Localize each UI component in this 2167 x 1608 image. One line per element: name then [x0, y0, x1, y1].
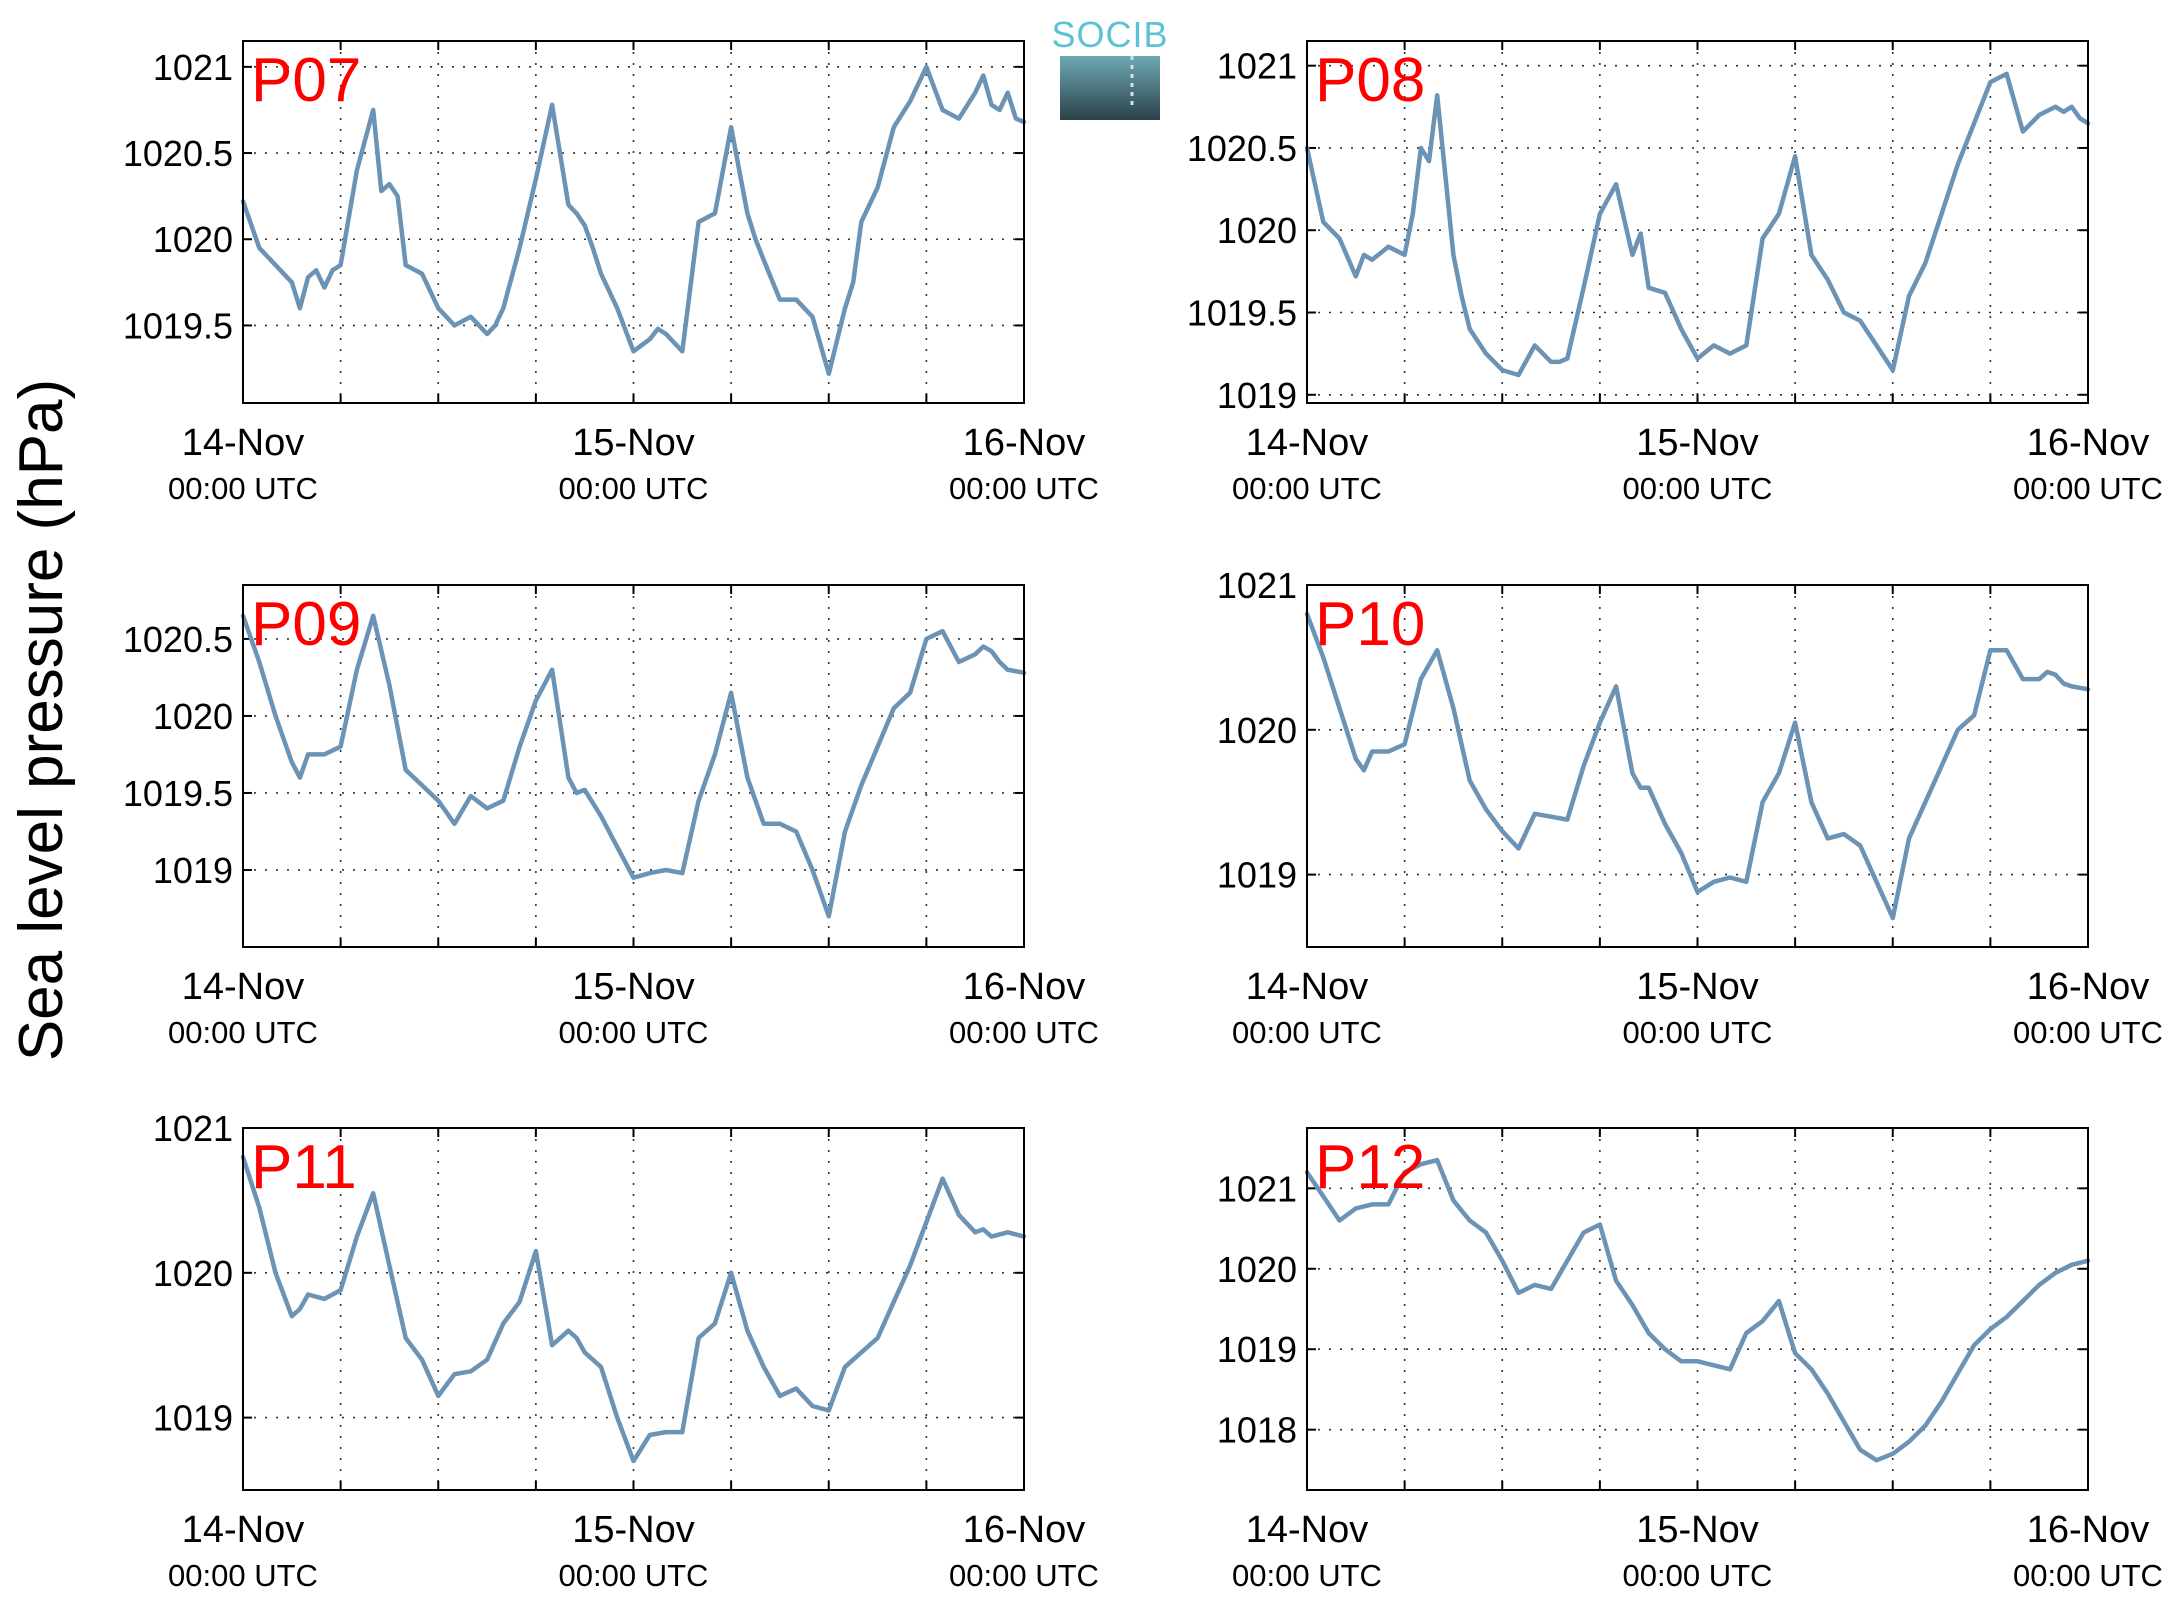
y-tick-label: 1019: [1217, 375, 1297, 416]
x-tick-label: 16-Nov: [963, 1509, 1086, 1551]
plot-frame: [1306, 40, 2089, 404]
logo-emblem: [1060, 56, 1160, 120]
x-tick-sublabel: 00:00 UTC: [559, 1015, 709, 1050]
chart-panel-p09: 1019 1019.5 1020 1020.5 P09 14-Nov 00:00 UTC 15…: [123, 584, 1099, 1050]
series-line-p08: [1304, 71, 2091, 378]
y-tick-label: 1019.5: [1187, 293, 1297, 334]
x-tick-sublabel: 00:00 UTC: [949, 471, 1099, 506]
x-tick-label: 15-Nov: [572, 1509, 695, 1551]
series-line-p11: [240, 1154, 1027, 1464]
x-tick-label: 15-Nov: [1636, 422, 1759, 464]
x-tick-label: 14-Nov: [182, 966, 305, 1008]
x-tick-label: 16-Nov: [2027, 1509, 2150, 1551]
x-tick-label: 14-Nov: [1246, 422, 1369, 464]
y-tick-label: 1020: [153, 219, 233, 260]
y-tick-label: 1021: [1217, 1168, 1297, 1209]
y-tick-label: 1020.5: [123, 133, 233, 174]
plot-frame: [1306, 584, 2089, 948]
x-tick-label: 16-Nov: [963, 422, 1086, 464]
x-tick-sublabel: 00:00 UTC: [2013, 1558, 2163, 1593]
series-line-p10: [1304, 611, 2091, 921]
x-tick-label: 15-Nov: [1636, 966, 1759, 1008]
series-line-p07: [240, 64, 1027, 376]
y-tick-label: 1021: [153, 1108, 233, 1149]
y-tick-label: 1020: [1217, 210, 1297, 251]
chart-panel-p10: 1019 1020 1021 P10 14-Nov 00:00 UTC 15-Nov 00:0…: [1217, 565, 2163, 1050]
y-tick-label: 1021: [1217, 46, 1297, 87]
chart-panel-p08: 1019 1019.5 1020 1020.5 1021 P08 14-Nov 00:00 U…: [1187, 40, 2163, 506]
y-tick-label: 1020: [1217, 710, 1297, 751]
x-tick-sublabel: 00:00 UTC: [949, 1558, 1099, 1593]
x-tick-sublabel: 00:00 UTC: [168, 471, 318, 506]
y-tick-label: 1018: [1217, 1410, 1297, 1451]
y-tick-label: 1020.5: [123, 619, 233, 660]
x-tick-label: 15-Nov: [572, 966, 695, 1008]
x-tick-sublabel: 00:00 UTC: [1232, 1015, 1382, 1050]
x-tick-label: 14-Nov: [182, 1509, 305, 1551]
x-tick-sublabel: 00:00 UTC: [559, 471, 709, 506]
y-tick-label: 1019: [153, 850, 233, 891]
y-tick-label: 1020: [153, 696, 233, 737]
x-tick-sublabel: 00:00 UTC: [1232, 471, 1382, 506]
socib-logo: SOCIB: [1051, 14, 1168, 120]
station-label: P08: [1315, 46, 1425, 115]
x-tick-sublabel: 00:00 UTC: [168, 1015, 318, 1050]
y-tick-label: 1019: [1217, 1329, 1297, 1370]
y-tick-label: 1019: [1217, 855, 1297, 896]
station-label: P09: [251, 590, 361, 659]
y-tick-label: 1020.5: [1187, 128, 1297, 169]
y-tick-label: 1021: [153, 47, 233, 88]
x-tick-sublabel: 00:00 UTC: [168, 1558, 318, 1593]
station-label: P11: [251, 1133, 357, 1202]
plot-frame: [242, 40, 1025, 404]
x-tick-label: 15-Nov: [1636, 1509, 1759, 1551]
y-axis-label: Sea level pressure (hPa): [7, 379, 76, 1061]
y-tick-label: 1021: [1217, 565, 1297, 606]
plot-frame: [242, 584, 1025, 948]
station-label: P07: [251, 46, 361, 115]
y-tick-label: 1019.5: [123, 305, 233, 346]
x-tick-label: 14-Nov: [182, 422, 305, 464]
x-tick-sublabel: 00:00 UTC: [2013, 1015, 2163, 1050]
y-tick-label: 1019: [153, 1398, 233, 1439]
plot-frame: [1306, 1127, 2089, 1491]
station-label: P12: [1315, 1133, 1425, 1202]
x-tick-label: 16-Nov: [2027, 966, 2150, 1008]
y-tick-label: 1019.5: [123, 773, 233, 814]
logo-text: SOCIB: [1051, 14, 1168, 55]
chart-panel-p12: 1018 1019 1020 1021 P12 14-Nov 00:00 UTC 15-Nov…: [1217, 1127, 2163, 1593]
y-tick-label: 1020: [1217, 1249, 1297, 1290]
station-label: P10: [1315, 590, 1425, 659]
chart-panel-p11: 1019 1020 1021 P11 14-Nov 00:00 UTC 15-Nov 00:0…: [153, 1108, 1099, 1593]
plot-frame: [242, 1127, 1025, 1491]
x-tick-label: 14-Nov: [1246, 1509, 1369, 1551]
x-tick-sublabel: 00:00 UTC: [559, 1558, 709, 1593]
panels: 1019.5 1020 1020.5 1021 P07 14-Nov 00:00 UTC 15…: [123, 40, 2163, 1593]
series-line-p12: [1304, 1157, 2091, 1463]
x-tick-sublabel: 00:00 UTC: [1623, 1558, 1773, 1593]
x-tick-label: 14-Nov: [1246, 966, 1369, 1008]
x-tick-label: 15-Nov: [572, 422, 695, 464]
x-tick-label: 16-Nov: [963, 966, 1086, 1008]
x-tick-sublabel: 00:00 UTC: [949, 1015, 1099, 1050]
series-line-p09: [240, 613, 1027, 919]
y-tick-label: 1020: [153, 1253, 233, 1294]
x-tick-sublabel: 00:00 UTC: [1232, 1558, 1382, 1593]
x-tick-sublabel: 00:00 UTC: [2013, 471, 2163, 506]
x-tick-label: 16-Nov: [2027, 422, 2150, 464]
chart-panel-p07: 1019.5 1020 1020.5 1021 P07 14-Nov 00:00 UTC 15…: [123, 40, 1099, 506]
x-tick-sublabel: 00:00 UTC: [1623, 1015, 1773, 1050]
x-tick-sublabel: 00:00 UTC: [1623, 471, 1773, 506]
